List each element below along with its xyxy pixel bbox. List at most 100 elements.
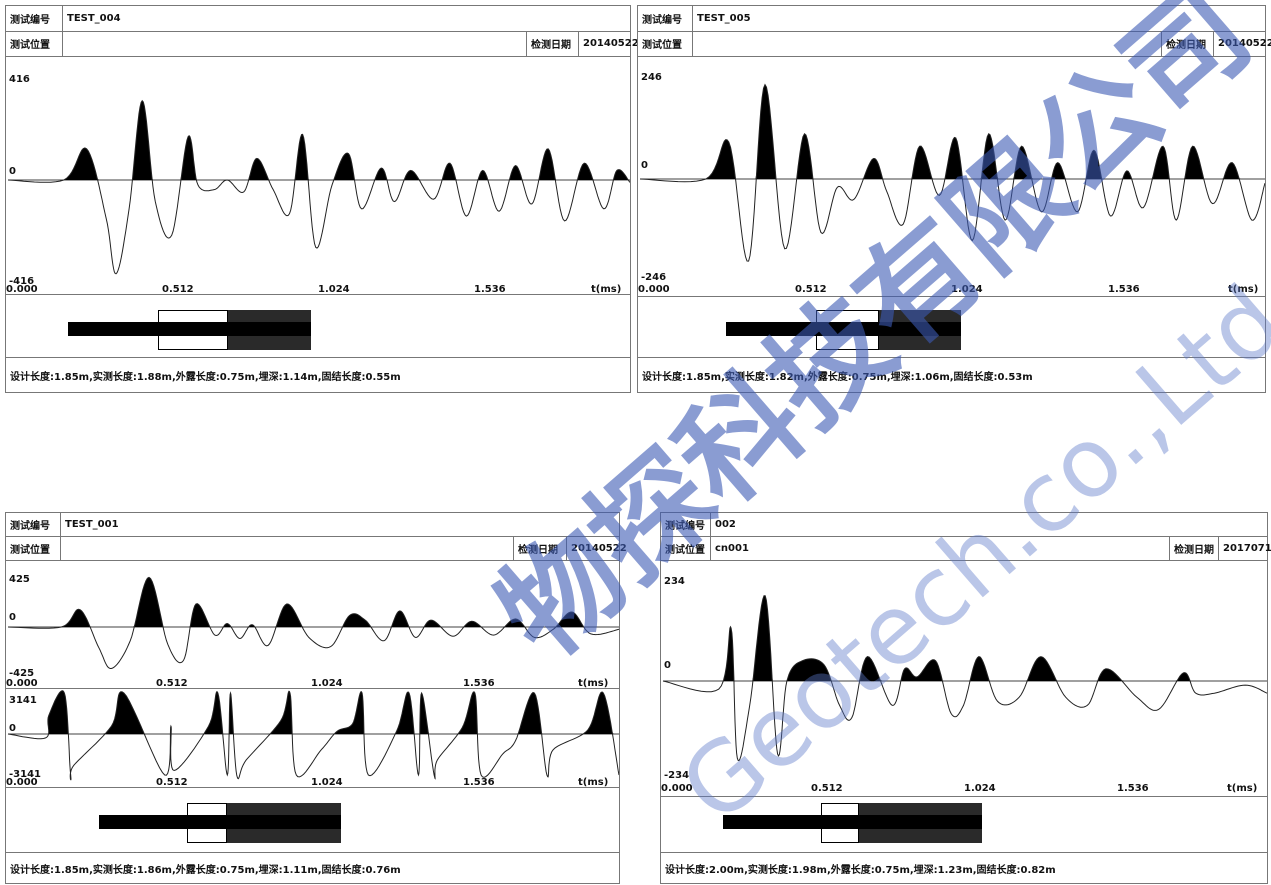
x-tick-1: 0.512 — [156, 678, 188, 689]
exposed-section — [68, 322, 158, 336]
waveform-trace — [7, 690, 619, 781]
x-tick-2: 1.024 — [964, 783, 996, 794]
waveform-area: 246 0 -246 0.000 0.512 1.024 1.536 t(ms) — [638, 66, 1265, 297]
panel-test-001: 测试编号 TEST_001 测试位置 检测日期 20140522 425 0 -… — [5, 512, 627, 884]
waveform-positive-fill — [8, 690, 619, 734]
test-no-value: TEST_001 — [65, 519, 119, 530]
y-max-label: 425 — [9, 574, 30, 585]
waveform-chart — [7, 576, 619, 669]
panel-test-005: 测试编号 TEST_005 测试位置 检测日期 20140522 246 0 -… — [637, 5, 1271, 393]
panel-test-004: 测试编号 TEST_004 测试位置 检测日期 20140522 416 0 -… — [5, 5, 639, 393]
exposed-section — [99, 815, 187, 829]
y-zero-label: 0 — [664, 660, 671, 671]
x-tick-1: 0.512 — [811, 783, 843, 794]
test-date-label: 检测日期 — [1161, 31, 1214, 56]
y-min-label: -416 — [9, 276, 35, 287]
exposed-section — [726, 322, 816, 336]
waveform-trace — [7, 99, 630, 275]
test-location-value — [63, 31, 71, 56]
anchor-length-diagram — [68, 310, 311, 350]
test-location-value — [693, 31, 701, 56]
waveform-trace — [639, 83, 1265, 262]
test-date-label: 检测日期 — [526, 31, 579, 56]
y-zero-label: 0 — [641, 160, 648, 171]
waveform-trace — [7, 576, 619, 669]
waveform-chart — [662, 595, 1267, 762]
anchor-length-diagram — [726, 310, 961, 350]
x-tick-0: 0.000 — [6, 678, 38, 689]
waveform-chart — [639, 83, 1265, 262]
x-tick-3: 1.536 — [1117, 783, 1149, 794]
waveform-positive-fill — [663, 595, 1267, 681]
length-summary: 设计长度:1.85m,实测长度:1.86m,外露长度:0.75m,埋深:1.11… — [6, 852, 619, 883]
y-min-label: -246 — [641, 272, 667, 283]
x-tick-2: 1.024 — [311, 678, 343, 689]
x-tick-0: 0.000 — [661, 783, 693, 794]
length-summary: 设计长度:1.85m,实测长度:1.88m,外露长度:0.75m,埋深:1.14… — [6, 357, 630, 392]
anchor-rod — [187, 815, 341, 829]
test-location-label: 测试位置 — [638, 31, 693, 56]
y-min-label: -234 — [664, 770, 690, 781]
test-date-label: 检测日期 — [513, 536, 567, 560]
x-tick-2: 1.024 — [318, 284, 350, 295]
anchor-length-diagram — [723, 803, 982, 843]
test-date-label: 检测日期 — [1169, 536, 1219, 560]
test-no-value: TEST_005 — [697, 13, 751, 24]
x-tick-1: 0.512 — [162, 284, 194, 295]
test-date-value: 20140522 — [1218, 38, 1271, 49]
x-tick-2: 1.024 — [951, 284, 983, 295]
x-tick-1: 0.512 — [795, 284, 827, 295]
anchor-rod — [816, 322, 961, 336]
x-tick-2: 1.024 — [311, 777, 343, 788]
x-axis-unit: t(ms) — [578, 678, 609, 689]
test-no-row: 测试编号 TEST_004 — [6, 6, 630, 32]
test-location-row: 测试位置 检测日期 20140522 — [6, 31, 639, 57]
waveform-chart — [7, 99, 630, 275]
anchor-rod — [821, 815, 982, 829]
waveform-area: 234 0 -234 0.000 0.512 1.024 1.536 t(ms) — [661, 570, 1267, 797]
x-axis-unit: t(ms) — [591, 284, 622, 295]
y-zero-label: 0 — [9, 166, 16, 177]
y-max-label: 234 — [664, 576, 685, 587]
test-date-value: 20170715 — [1223, 542, 1271, 554]
test-no-label: 测试编号 — [6, 6, 63, 31]
test-no-row: 测试编号 TEST_005 — [638, 6, 1265, 32]
y-max-label: 416 — [9, 74, 30, 85]
test-date-value: 20140522 — [583, 38, 639, 49]
y-min-label: -3141 — [9, 769, 41, 780]
test-date-value: 20140522 — [571, 542, 627, 554]
x-tick-3: 1.536 — [463, 678, 495, 689]
anchor-length-diagram — [99, 803, 341, 843]
x-tick-0: 0.000 — [6, 284, 38, 295]
y-zero-label: 0 — [9, 612, 16, 623]
x-tick-3: 1.536 — [474, 284, 506, 295]
test-location-value — [61, 536, 69, 560]
test-location-row: 测试位置 检测日期 20140522 — [638, 31, 1271, 57]
x-axis-unit: t(ms) — [578, 777, 609, 788]
waveform-positive-fill — [8, 100, 630, 180]
waveform-area: 416 0 -416 0.000 0.512 1.024 1.536 t(ms) — [6, 68, 630, 295]
test-no-row: 测试编号 TEST_001 — [6, 513, 619, 537]
x-tick-0: 0.000 — [638, 284, 670, 295]
test-no-value: 002 — [715, 519, 736, 530]
waveform-chart — [7, 690, 619, 781]
waveform-area-lower: 425 0 -425 0.000 0.512 1.024 1.536 t(ms) — [6, 570, 619, 689]
test-no-label: 测试编号 — [6, 513, 61, 536]
y-zero-label: 0 — [9, 723, 16, 734]
waveform-trace — [662, 595, 1267, 762]
test-location-row: 测试位置 cn001 检测日期 20170715 — [661, 536, 1271, 561]
test-no-label: 测试编号 — [638, 6, 693, 31]
x-tick-3: 1.536 — [1108, 284, 1140, 295]
y-max-label: 246 — [641, 72, 662, 83]
test-location-label: 测试位置 — [6, 536, 61, 560]
length-summary: 设计长度:2.00m,实测长度:1.98m,外露长度:0.75m,埋深:1.23… — [661, 852, 1267, 883]
y-max-label: 3141 — [9, 695, 37, 706]
x-tick-1: 0.512 — [156, 777, 188, 788]
test-location-label: 测试位置 — [6, 31, 63, 56]
test-no-value: TEST_004 — [67, 13, 121, 24]
test-location-label: 测试位置 — [661, 536, 711, 560]
exposed-section — [723, 815, 821, 829]
x-axis-unit: t(ms) — [1227, 783, 1258, 794]
length-summary: 设计长度:1.85m,实测长度:1.82m,外露长度:0.75m,埋深:1.06… — [638, 357, 1265, 392]
y-min-label: -425 — [9, 668, 35, 679]
